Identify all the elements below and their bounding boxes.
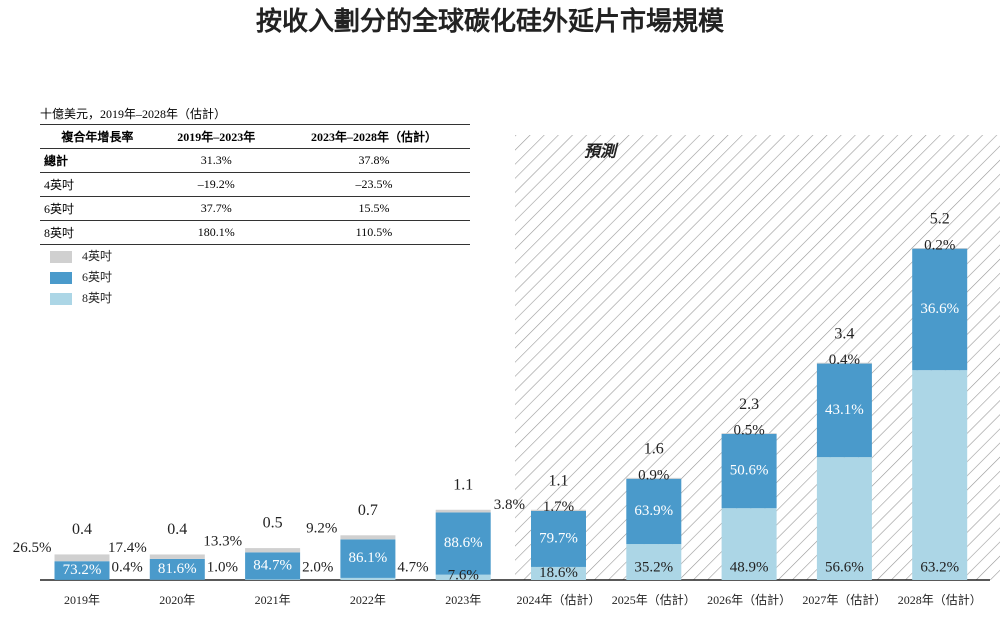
bar-segment xyxy=(245,579,300,580)
value-label: 0.4% xyxy=(112,559,143,575)
total-label: 0.4 xyxy=(167,521,187,538)
table-cell: –19.2% xyxy=(155,173,278,197)
unit-label: 十億美元，2019年–2028年（估計） xyxy=(40,105,470,122)
total-label: 5.2 xyxy=(930,211,950,228)
value-label: 7.6% xyxy=(448,567,479,583)
x-tick-label: 2025年（估計） xyxy=(612,592,696,607)
table-row: 4英吋–19.2%–23.5% xyxy=(40,173,470,197)
table-cell: 31.3% xyxy=(155,149,278,173)
table-cell: –23.5% xyxy=(278,173,470,197)
value-label: 2.0% xyxy=(302,559,333,575)
bar-segment xyxy=(912,370,967,580)
total-label: 2.3 xyxy=(739,396,759,413)
x-tick-label: 2024年（估計） xyxy=(516,592,600,607)
table-cell: 180.1% xyxy=(155,221,278,245)
legend-label: 8英吋 xyxy=(82,291,112,305)
legend-label: 4英吋 xyxy=(82,249,112,263)
total-label: 0.4 xyxy=(72,521,92,538)
x-tick-label: 2019年 xyxy=(64,593,100,607)
value-label: 79.7% xyxy=(539,530,578,546)
table-cell: 總計 xyxy=(40,149,155,173)
x-tick-label: 2021年 xyxy=(255,593,291,607)
value-label: 17.4% xyxy=(108,540,147,556)
value-label: 43.1% xyxy=(825,402,864,418)
table-cell: 4英吋 xyxy=(40,173,155,197)
legend-label: 6英吋 xyxy=(82,270,112,284)
value-label: 36.6% xyxy=(920,301,959,317)
legend-swatch xyxy=(50,251,72,263)
value-label: 3.8% xyxy=(494,497,525,513)
table-cell: 2019年–2023年 xyxy=(155,125,278,149)
table-cell: 15.5% xyxy=(278,197,470,221)
value-label: 63.9% xyxy=(634,503,673,519)
total-label: 1.1 xyxy=(549,472,569,489)
x-tick-label: 2026年（估計） xyxy=(707,592,791,607)
value-label: 18.6% xyxy=(539,565,578,581)
value-label: 4.7% xyxy=(397,559,428,575)
value-label: 9.2% xyxy=(306,521,337,537)
bar-segment xyxy=(340,535,395,539)
bar-segment xyxy=(55,554,110,561)
value-label: 1.0% xyxy=(207,559,238,575)
legend-swatch xyxy=(50,272,72,284)
total-label: 0.5 xyxy=(263,515,283,532)
bar-segment xyxy=(245,548,300,552)
value-label: 0.9% xyxy=(638,467,669,483)
value-label: 56.6% xyxy=(825,559,864,575)
value-label: 0.4% xyxy=(829,352,860,368)
x-tick-label: 2022年 xyxy=(350,593,386,607)
total-label: 1.1 xyxy=(453,476,473,493)
bar-segment xyxy=(150,554,205,558)
value-label: 84.7% xyxy=(253,557,292,573)
table-cell: 6英吋 xyxy=(40,197,155,221)
value-label: 63.2% xyxy=(920,559,959,575)
table-cell: 8英吋 xyxy=(40,221,155,245)
table-cell: 複合年增長率 xyxy=(40,125,155,149)
bar-segment xyxy=(436,510,491,513)
x-tick-label: 2023年 xyxy=(445,593,481,607)
table-cell: 110.5% xyxy=(278,221,470,245)
table-cell: 37.8% xyxy=(278,149,470,173)
x-tick-label: 2027年（估計） xyxy=(802,592,886,607)
total-label: 3.4 xyxy=(834,325,854,342)
value-label: 81.6% xyxy=(158,561,197,577)
value-label: 0.2% xyxy=(924,237,955,253)
total-label: 1.6 xyxy=(644,441,664,458)
value-label: 26.5% xyxy=(13,540,52,556)
bar-segment xyxy=(340,578,395,580)
value-label: 13.3% xyxy=(203,534,242,550)
forecast-label: 預測 xyxy=(584,143,619,161)
value-label: 35.2% xyxy=(634,559,673,575)
value-label: 88.6% xyxy=(444,535,483,551)
legend-swatch xyxy=(50,293,72,305)
value-label: 86.1% xyxy=(349,550,388,566)
chart-title: 按收入劃分的全球碳化硅外延片市場規模 xyxy=(256,6,725,36)
table-cell: 2023年–2028年（估計） xyxy=(278,125,470,149)
value-label: 48.9% xyxy=(730,559,769,575)
value-label: 50.6% xyxy=(730,462,769,478)
value-label: 0.5% xyxy=(733,423,764,439)
x-tick-label: 2020年 xyxy=(159,593,195,607)
value-label: 1.7% xyxy=(543,499,574,515)
x-tick-label: 2028年（估計） xyxy=(898,592,982,607)
table-cell: 37.7% xyxy=(155,197,278,221)
total-label: 0.7 xyxy=(358,502,378,519)
value-label: 73.2% xyxy=(63,562,102,578)
